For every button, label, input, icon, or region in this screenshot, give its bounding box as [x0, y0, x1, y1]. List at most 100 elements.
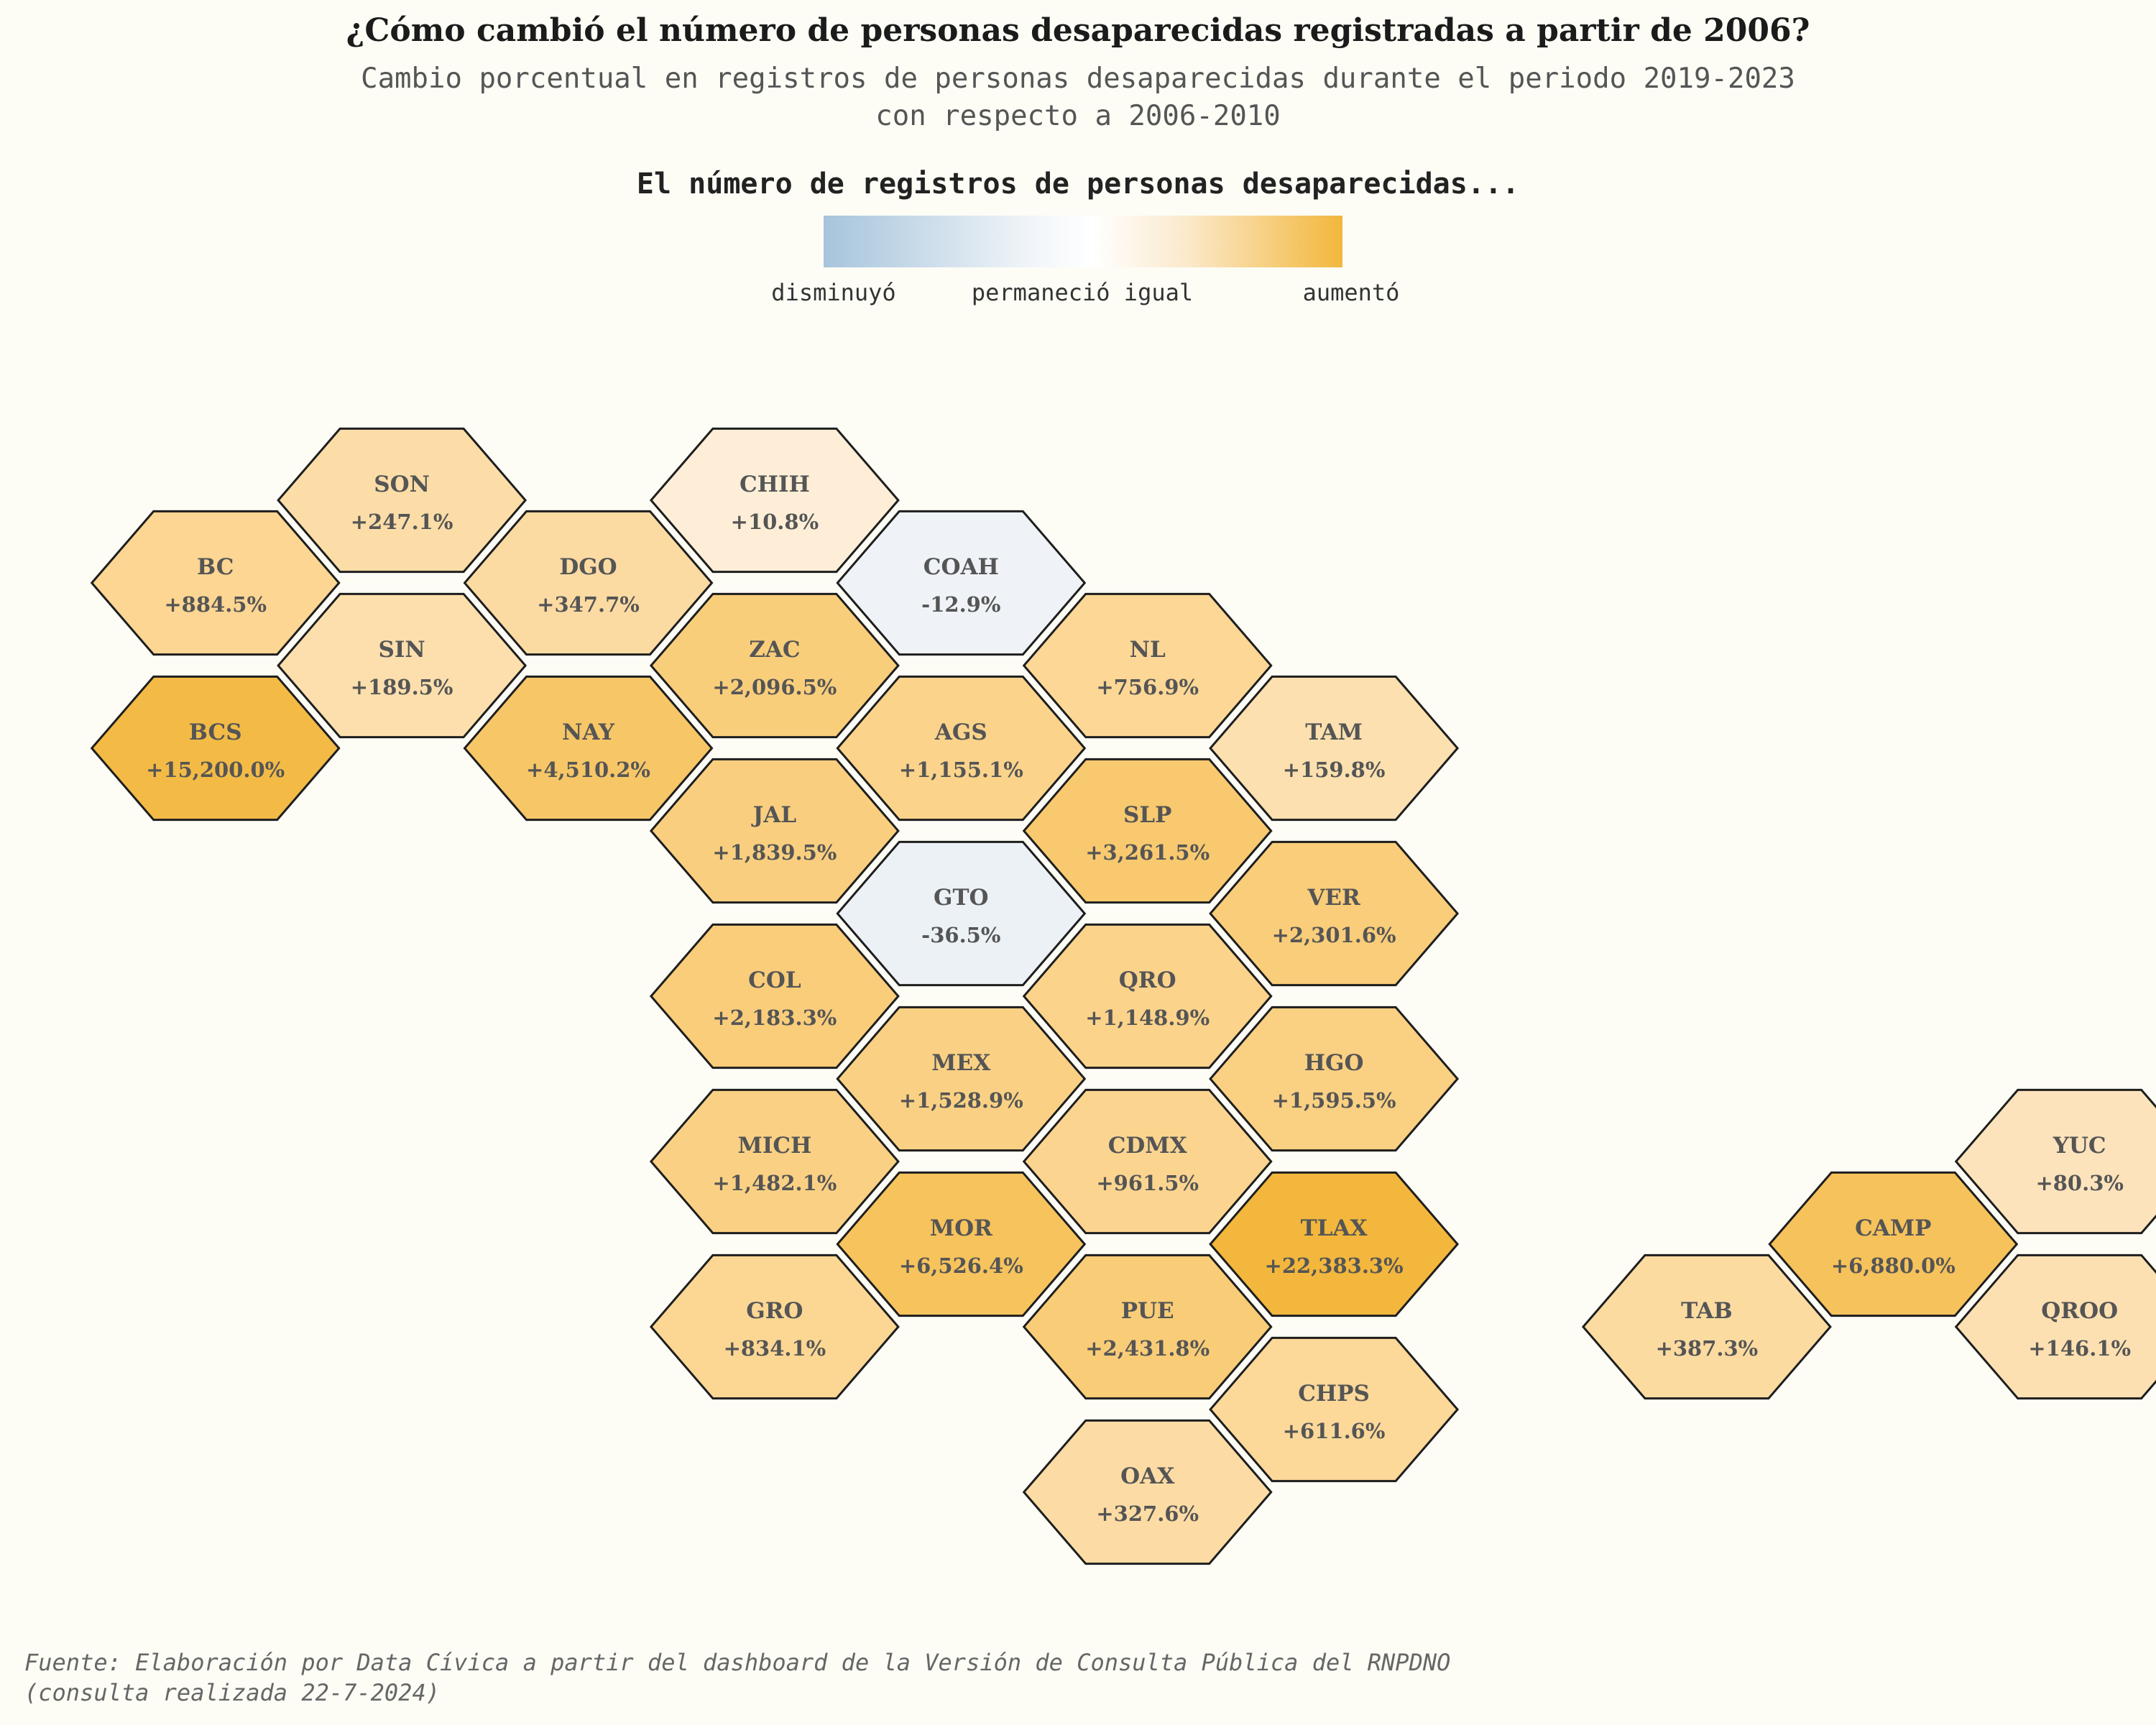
- state-tile-camp: CAMP +6,880.0%: [1768, 1171, 2019, 1317]
- state-tile-zac: ZAC +2,096.5%: [649, 592, 900, 739]
- legend-label-decreased: disminuyó: [771, 279, 896, 306]
- state-abbr-label: MOR: [930, 1215, 992, 1241]
- state-change-label: +4,510.2%: [526, 758, 650, 782]
- state-hex-coah: [836, 510, 1087, 656]
- state-hex-slp: [1022, 758, 1273, 904]
- state-abbr-label: BCS: [189, 719, 242, 745]
- state-change-label: +1,155.1%: [899, 758, 1023, 782]
- state-hex-cdmx: [1022, 1088, 1273, 1235]
- state-abbr-label: PUE: [1121, 1298, 1174, 1324]
- state-hex-pue: [1022, 1254, 1273, 1400]
- state-abbr-label: YUC: [2053, 1133, 2106, 1159]
- state-hex-sin: [277, 592, 528, 739]
- state-tile-gro: GRO +834.1%: [649, 1254, 900, 1400]
- state-abbr-label: SLP: [1123, 802, 1172, 828]
- state-tile-yuc: YUC +80.3%: [1954, 1088, 2156, 1235]
- state-change-label: -12.9%: [921, 592, 1000, 617]
- state-tile-nl: NL +756.9%: [1022, 592, 1273, 739]
- state-change-label: +884.5%: [164, 592, 267, 617]
- state-change-label: +10.8%: [731, 510, 819, 534]
- state-abbr-label: TAB: [1681, 1298, 1733, 1324]
- state-abbr-label: CHIH: [740, 472, 810, 497]
- state-change-label: +2,431.8%: [1085, 1336, 1210, 1361]
- state-tile-chps: CHPS +611.6%: [1209, 1336, 1460, 1483]
- state-change-label: +611.6%: [1283, 1419, 1386, 1443]
- state-tile-oax: OAX +327.6%: [1022, 1419, 1273, 1565]
- state-tile-pue: PUE +2,431.8%: [1022, 1254, 1273, 1400]
- state-tile-ags: AGS +1,155.1%: [836, 675, 1087, 822]
- state-change-label: -36.5%: [921, 923, 1000, 947]
- state-abbr-label: MICH: [738, 1133, 812, 1159]
- state-hex-tam: [1209, 675, 1460, 822]
- state-change-label: +1,148.9%: [1085, 1006, 1210, 1030]
- state-hex-yuc: [1954, 1088, 2156, 1235]
- state-tile-coah: COAH -12.9%: [836, 510, 1087, 656]
- state-tile-qroo: QROO +146.1%: [1954, 1254, 2156, 1400]
- source-line-2: (consulta realizada 22-7-2024): [24, 1679, 440, 1706]
- state-tile-mex: MEX +1,528.9%: [836, 1006, 1087, 1152]
- subtitle: Cambio porcentual en registros de person…: [0, 60, 2156, 135]
- state-abbr-label: COL: [748, 967, 801, 993]
- state-hex-oax: [1022, 1419, 1273, 1565]
- state-hex-camp: [1768, 1171, 2019, 1317]
- state-abbr-label: AGS: [934, 719, 987, 745]
- legend-label-unchanged: permaneció igual: [971, 279, 1194, 306]
- state-abbr-label: HGO: [1304, 1050, 1364, 1076]
- state-change-label: +22,383.3%: [1265, 1254, 1404, 1278]
- state-change-label: +1,528.9%: [899, 1088, 1023, 1113]
- state-abbr-label: CDMX: [1108, 1133, 1188, 1159]
- state-abbr-label: QRO: [1119, 967, 1176, 993]
- state-tile-slp: SLP +3,261.5%: [1022, 758, 1273, 904]
- state-hex-hgo: [1209, 1006, 1460, 1152]
- state-hex-jal: [649, 758, 900, 904]
- state-change-label: +6,526.4%: [899, 1254, 1023, 1278]
- state-abbr-label: COAH: [923, 554, 999, 580]
- state-change-label: +1,482.1%: [712, 1171, 837, 1195]
- state-tile-tab: TAB +387.3%: [1581, 1254, 1832, 1400]
- state-hex-zac: [649, 592, 900, 739]
- state-tile-jal: JAL +1,839.5%: [649, 758, 900, 904]
- state-hex-chih: [649, 427, 900, 574]
- state-change-label: +327.6%: [1096, 1501, 1199, 1526]
- state-tile-bc: BC +884.5%: [90, 510, 341, 656]
- state-tile-col: COL +2,183.3%: [649, 923, 900, 1070]
- state-change-label: +387.3%: [1656, 1336, 1759, 1361]
- subtitle-line-1: Cambio porcentual en registros de person…: [361, 63, 1795, 95]
- state-change-label: +159.8%: [1283, 758, 1386, 782]
- state-tile-hgo: HGO +1,595.5%: [1209, 1006, 1460, 1152]
- page-title: ¿Cómo cambió el número de personas desap…: [346, 12, 1810, 49]
- state-hex-bcs: [90, 675, 341, 822]
- state-tile-son: SON +247.1%: [277, 427, 528, 574]
- state-change-label: +189.5%: [351, 675, 453, 699]
- state-abbr-label: TAM: [1305, 719, 1363, 745]
- state-abbr-label: QROO: [2041, 1298, 2118, 1324]
- state-abbr-label: GRO: [746, 1298, 803, 1324]
- state-abbr-label: CAMP: [1855, 1215, 1931, 1241]
- state-change-label: +2,183.3%: [712, 1006, 837, 1030]
- state-abbr-label: GTO: [934, 885, 989, 911]
- legend-label-increased: aumentó: [1302, 279, 1400, 306]
- state-abbr-label: DGO: [559, 554, 617, 580]
- state-change-label: +2,096.5%: [712, 675, 837, 699]
- state-abbr-label: ZAC: [749, 637, 800, 663]
- state-hex-qro: [1022, 923, 1273, 1070]
- state-abbr-label: CHPS: [1298, 1381, 1370, 1407]
- state-abbr-label: SON: [374, 472, 430, 497]
- state-hex-gro: [649, 1254, 900, 1400]
- state-abbr-label: VER: [1307, 885, 1360, 911]
- state-change-label: +1,839.5%: [712, 840, 837, 865]
- state-hex-nl: [1022, 592, 1273, 739]
- state-hex-col: [649, 923, 900, 1070]
- state-hex-bc: [90, 510, 341, 656]
- state-tile-tlax: TLAX +22,383.3%: [1209, 1171, 1460, 1317]
- state-hex-chps: [1209, 1336, 1460, 1483]
- state-change-label: +247.1%: [351, 510, 453, 534]
- state-tile-gto: GTO -36.5%: [836, 840, 1087, 987]
- state-change-label: +756.9%: [1096, 675, 1199, 699]
- state-tile-cdmx: CDMX +961.5%: [1022, 1088, 1273, 1235]
- state-abbr-label: BC: [197, 554, 234, 580]
- state-abbr-label: JAL: [751, 802, 797, 828]
- subtitle-line-2: con respecto a 2006-2010: [875, 100, 1281, 132]
- state-hex-son: [277, 427, 528, 574]
